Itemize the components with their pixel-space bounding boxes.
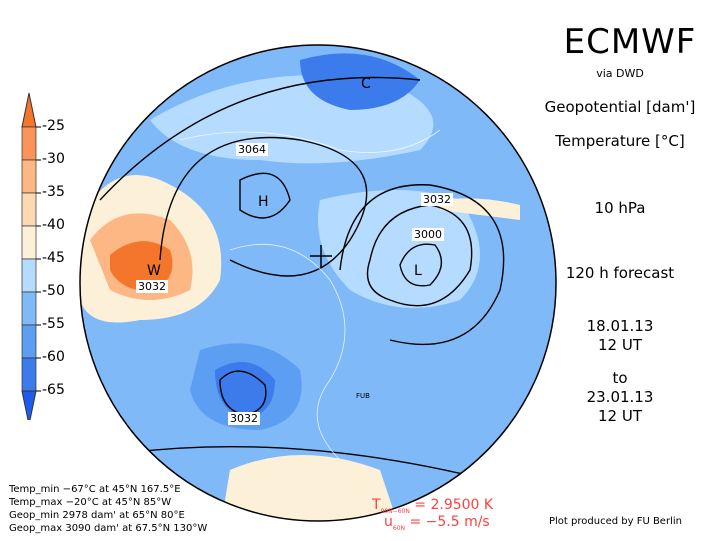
field-temperature: Temperature [°C]: [555, 132, 685, 150]
zonal-wind-index: u60N = −5.5 m/s: [384, 514, 490, 532]
colorbar-label: -65: [42, 382, 65, 398]
valid-time: 12 UT: [598, 407, 642, 425]
map-border: [79, 44, 557, 522]
center-label-warm: W: [147, 263, 161, 279]
contour-label: 3064: [236, 143, 268, 156]
u-value: = −5.5 m/s: [409, 514, 490, 530]
stat-geop-min: Geop_min 2978 dam' at 65°N 80°E: [9, 510, 185, 521]
colorbar-label: -30: [42, 151, 65, 167]
temperature-colorbar: [21, 92, 41, 420]
to-label: to: [612, 369, 628, 387]
coastlines: [179, 129, 441, 461]
u-subscript: 60N: [392, 524, 405, 532]
pressure-level: 10 hPa: [594, 199, 646, 217]
t-subscript: 90N−60N: [380, 507, 410, 515]
stat-temp-max: Temp_max −20°C at 45°N 85°W: [9, 497, 172, 508]
center-label-cold: C: [361, 76, 371, 92]
stat-geop-max: Geop_max 3090 dam' at 67.5°N 130°W: [9, 523, 208, 534]
contour-label: 3032: [136, 280, 168, 293]
colorbar-label: -55: [42, 316, 65, 332]
t-symbol: T: [372, 497, 381, 513]
init-time: 12 UT: [598, 336, 642, 354]
cold-core: [300, 53, 420, 110]
t-value: = 2.9500 K: [414, 497, 494, 513]
pole-cross-icon: [310, 245, 332, 267]
fub-marker: FUB: [356, 392, 370, 400]
source-label: via DWD: [596, 67, 644, 80]
colorbar-label: -50: [42, 283, 65, 299]
cold-core: [215, 362, 275, 418]
forecast-hours: 120 h forecast: [565, 264, 675, 282]
stat-temp-min: Temp_min −67°C at 45°N 167.5°E: [9, 484, 181, 495]
field-geopotential: Geopotential [dam']: [544, 98, 696, 116]
colorbar-label: -45: [42, 250, 65, 266]
u-symbol: u: [384, 514, 393, 530]
valid-date: 23.01.13: [586, 388, 654, 406]
cold-region: [318, 190, 480, 308]
center-label-low: L: [414, 263, 422, 279]
contour-label: 3032: [421, 193, 453, 206]
warm-region: [220, 455, 400, 521]
center-label-high: H: [258, 194, 269, 210]
colorbar-arrow-bottom: [21, 390, 37, 420]
warm-region: [440, 198, 520, 220]
polar-temp-index: T90N−60N = 2.9500 K: [372, 497, 493, 515]
contour-label: 3032: [228, 412, 260, 425]
contour-label: 3000: [412, 228, 444, 241]
warm-core: [110, 241, 173, 292]
chart-title: ECMWF: [563, 22, 697, 62]
colorbar-label: -40: [42, 217, 65, 233]
init-date: 18.01.13: [586, 317, 654, 335]
colorbar-label: -60: [42, 349, 65, 365]
credit: Plot produced by FU Berlin: [549, 516, 682, 527]
colorbar-label: -35: [42, 184, 65, 200]
colorbar-label: -25: [42, 118, 65, 134]
